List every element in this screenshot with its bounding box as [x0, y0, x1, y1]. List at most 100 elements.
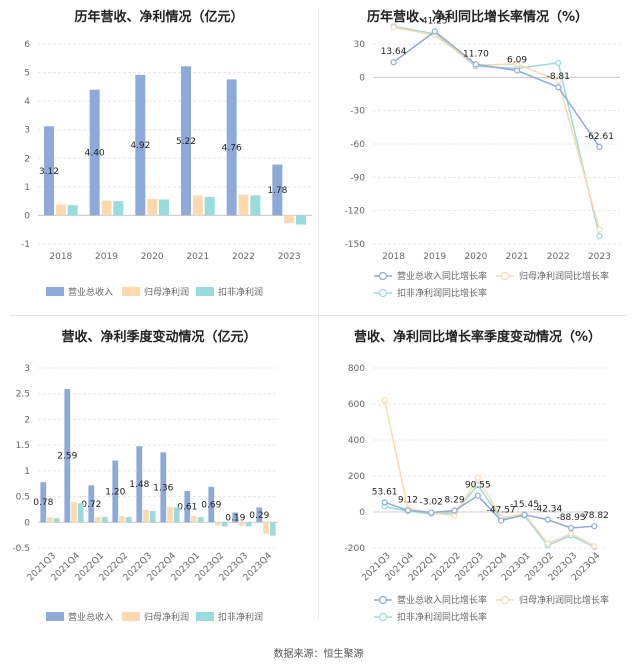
- bar-营业总收入: [136, 446, 143, 523]
- point-value-label: 11.70: [463, 49, 489, 59]
- y-tick-label: 2: [24, 415, 30, 425]
- bar-扣非净利润: [269, 522, 276, 536]
- y-tick-label: 200: [348, 472, 365, 482]
- legend-marker: [378, 288, 388, 298]
- bar-扣非净利润: [173, 507, 180, 523]
- bar-营业总收入: [226, 79, 237, 216]
- point-营业总收入同比增长率: [544, 516, 551, 523]
- bar-营业总收入: [89, 89, 100, 216]
- point-归母净利润同比增长率: [513, 60, 521, 68]
- point-扣非净利润同比增长率: [474, 481, 481, 489]
- point-value-label: -15.45: [510, 500, 539, 510]
- bar-营业总收入: [160, 452, 167, 523]
- point-value-label: -42.34: [533, 505, 562, 515]
- legend-marker: [378, 271, 388, 281]
- bar-value-label: 0.19: [225, 513, 245, 523]
- point-营业总收入同比增长率: [428, 509, 435, 516]
- y-tick-label: 800: [348, 364, 365, 374]
- x-tick-label: 2022: [232, 252, 255, 262]
- chart-title: 历年营收、净利情况（亿元）: [74, 10, 244, 25]
- y-tick-label: 2.5: [16, 390, 30, 400]
- bar-value-label: 1.36: [153, 483, 173, 493]
- point-归母净利润同比增长率: [591, 543, 598, 550]
- point-value-label: -8.81: [547, 72, 570, 82]
- y-tick-label: -60: [350, 140, 365, 150]
- point-value-label: 6.09: [507, 56, 527, 66]
- legend-marker: [378, 612, 388, 622]
- point-营业总收入同比增长率: [555, 84, 562, 91]
- point-归母净利润同比增长率: [451, 512, 458, 519]
- point-归母净利润同比增长率: [544, 540, 551, 547]
- bar-归母净利润: [143, 509, 149, 523]
- y-tick-label: -1: [21, 240, 30, 250]
- y-tick-label: 1: [24, 467, 30, 477]
- bar-营业总收入: [88, 485, 95, 523]
- legend-marker: [500, 595, 510, 605]
- point-营业总收入同比增长率: [431, 28, 438, 35]
- point-营业总收入同比增长率: [451, 507, 458, 514]
- bar-归母净利润: [238, 194, 249, 216]
- y-tick-label: 400: [348, 436, 365, 446]
- y-tick-label: 6: [24, 40, 30, 50]
- bar-营业总收入: [208, 486, 215, 523]
- legend-label: 归母净利润同比增长率: [519, 270, 609, 282]
- bar-扣非净利润: [197, 517, 204, 523]
- chart-canvas: -0.500.511.522.532021Q32021Q42022Q12022Q…: [12, 364, 278, 623]
- bar-归母净利润: [95, 517, 101, 523]
- bar-归母净利润: [191, 516, 197, 523]
- bar-value-label: 0.69: [201, 501, 221, 511]
- bar-扣非净利润: [295, 215, 306, 225]
- point-归母净利润同比增长率: [596, 226, 603, 233]
- y-tick-label: 4: [24, 97, 30, 107]
- quarterly-revenue-profit-chart: 营收、净利季度变动情况（亿元） -0.5 0 0.5 1 1.5 2 2.5 3 2021Q3 2…: [0, 320, 318, 630]
- bar-归母净利润: [71, 502, 77, 523]
- annual-growth-rate-chart: 历年营收、净利同比增长率情况（%） -150 -120 -90 -60 -30 0 30 20…: [318, 0, 637, 310]
- y-tick-label: 1: [24, 183, 30, 193]
- bar-扣非净利润: [125, 517, 132, 523]
- point-value-label: 13.64: [381, 47, 407, 57]
- legend-label: 扣非净利润: [218, 286, 263, 298]
- bar-归母净利润: [239, 522, 245, 526]
- bar-value-label: 1.48: [129, 480, 149, 490]
- x-tick-label: 2021: [186, 252, 209, 262]
- annual-revenue-profit-chart: 历年营收、净利情况（亿元） -1 0 1 2 3 4 5 6 2018 2019 2020 2021 2…: [0, 0, 318, 310]
- point-扣非净利润同比增长率: [596, 233, 603, 240]
- bar-营业总收入: [40, 482, 47, 523]
- x-tick-label: 2020: [141, 252, 164, 262]
- y-tick-label: 3: [24, 126, 30, 136]
- legend-swatch: [196, 612, 214, 621]
- x-tick-label: 2018: [382, 252, 405, 262]
- y-tick-label: 0: [359, 73, 365, 83]
- point-value-label: 41.25: [422, 17, 448, 27]
- bar-归母净利润: [55, 204, 66, 216]
- x-tick-label: 2021: [506, 252, 529, 262]
- bar-归母净利润: [167, 506, 173, 523]
- chart-canvas: -20002004006008002021Q32021Q42022Q12022Q…: [345, 364, 609, 623]
- point-扣非净利润同比增长率: [555, 59, 562, 66]
- legend-swatch: [122, 287, 140, 296]
- bar-营业总收入: [184, 490, 191, 523]
- point-营业总收入同比增长率: [472, 61, 480, 68]
- bar-value-label: 4.76: [222, 143, 242, 153]
- legend-swatch: [46, 287, 64, 296]
- bar-value-label: 1.20: [105, 487, 125, 497]
- legend-label: 归母净利润: [144, 611, 189, 623]
- legend-label: 归母净利润: [144, 286, 189, 298]
- legend-swatch: [122, 612, 140, 621]
- bar-营业总收入: [232, 512, 239, 523]
- bar-归母净利润: [47, 517, 53, 523]
- series-line-扣非净利润同比增长率: [384, 483, 595, 548]
- bar-value-label: 0.61: [177, 503, 197, 513]
- point-营业总收入同比增长率: [591, 523, 598, 530]
- point-value-label: -88.93: [557, 513, 586, 523]
- point-value-label: -78.82: [580, 511, 609, 521]
- data-source-label: 数据来源：恒生聚源: [273, 649, 364, 660]
- bar-归母净利润: [263, 522, 269, 534]
- point-归母净利润同比增长率: [567, 530, 575, 537]
- point-value-label: 9.12: [398, 495, 418, 505]
- y-tick-label: 3: [24, 364, 30, 374]
- legend-label: 扣非净利润同比增长率: [397, 287, 487, 299]
- chart-canvas: -150 -120 -90 -60 -30 0 30 2018 2019 2020 2021 2022…: [345, 17, 620, 299]
- bar-扣非净利润: [221, 522, 228, 527]
- x-tick-label: 2022: [547, 252, 570, 262]
